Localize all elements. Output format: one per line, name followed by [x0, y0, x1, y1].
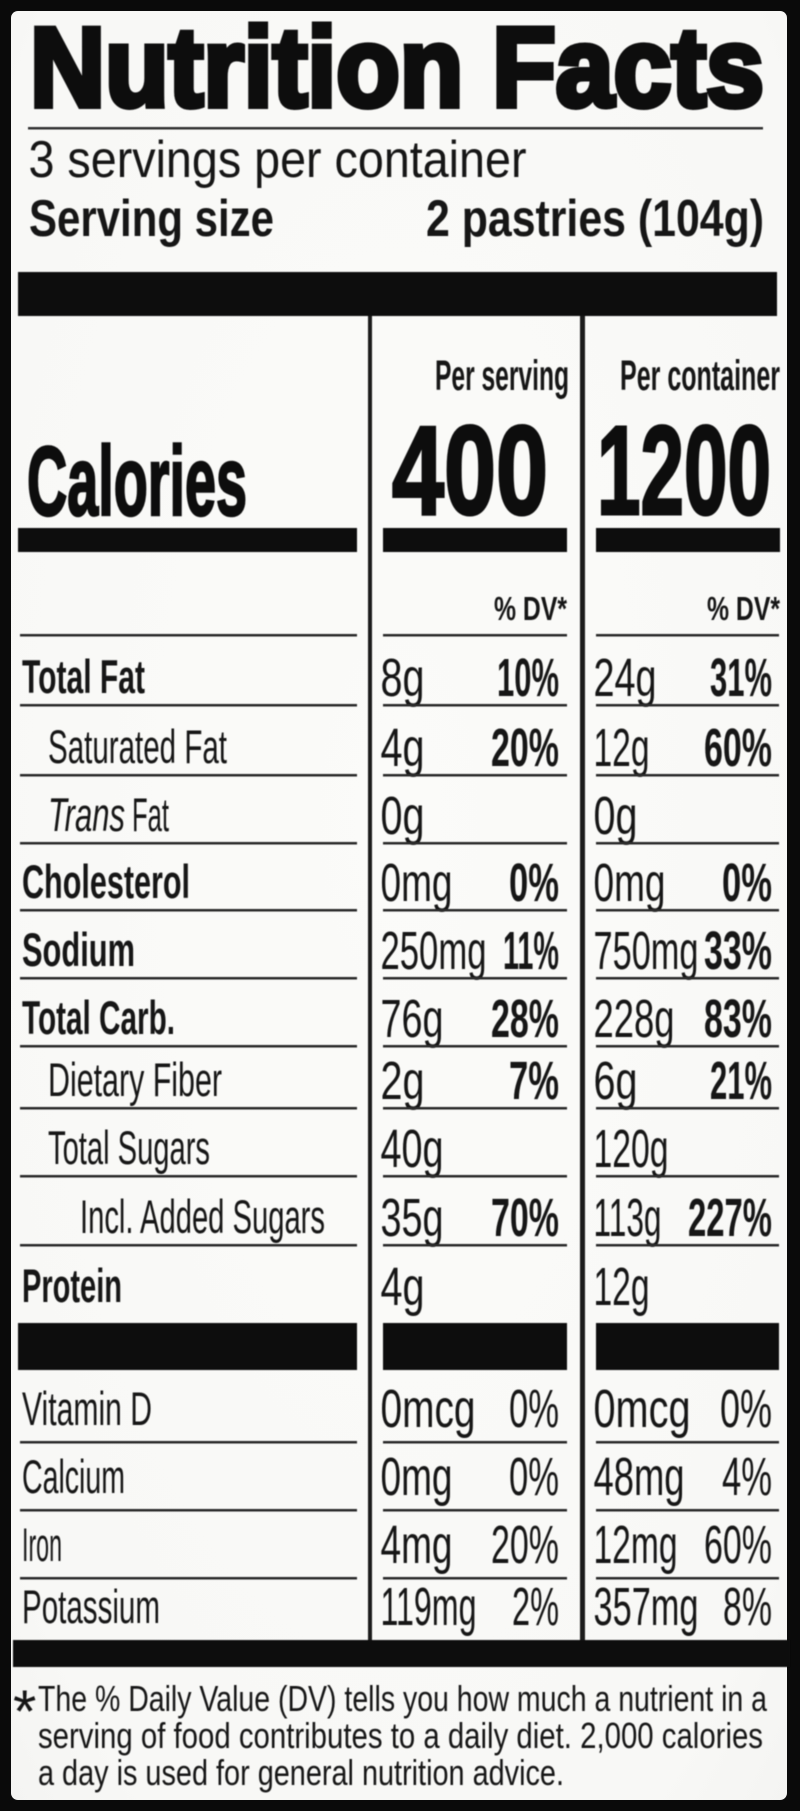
svg-text:0mg: 0mg [594, 853, 666, 913]
svg-text:0%: 0% [509, 1447, 559, 1507]
svg-text:119mg: 119mg [381, 1577, 477, 1637]
svg-text:83%: 83% [704, 989, 772, 1049]
svg-text:357mg: 357mg [594, 1577, 699, 1637]
svg-text:Calories: Calories [27, 426, 247, 536]
svg-text:76g: 76g [381, 989, 444, 1049]
svg-text:113g: 113g [594, 1188, 662, 1248]
svg-text:Potassium: Potassium [22, 1580, 160, 1633]
svg-text:4g: 4g [381, 1257, 425, 1317]
svg-text:0mg: 0mg [381, 1447, 453, 1507]
svg-text:12g: 12g [594, 1257, 650, 1317]
svg-text:Nutrition Facts: Nutrition Facts [30, 5, 764, 130]
svg-text:0%: 0% [509, 1379, 559, 1439]
svg-text:60%: 60% [704, 1515, 772, 1575]
svg-text:12mg: 12mg [594, 1515, 678, 1575]
svg-text:Saturated Fat: Saturated Fat [48, 720, 227, 773]
svg-text:4mg: 4mg [381, 1515, 453, 1575]
svg-text:Dietary Fiber: Dietary Fiber [48, 1053, 222, 1106]
svg-text:60%: 60% [704, 718, 772, 778]
svg-text:Iron: Iron [22, 1518, 62, 1571]
svg-text:24g: 24g [594, 648, 657, 708]
svg-text:70%: 70% [491, 1188, 559, 1248]
svg-text:Total Carb.: Total Carb. [22, 991, 175, 1044]
svg-text:0g: 0g [381, 786, 425, 846]
svg-text:3 servings per container: 3 servings per container [29, 131, 527, 189]
svg-text:250mg: 250mg [381, 921, 487, 981]
svg-text:40g: 40g [381, 1119, 444, 1179]
svg-text:Per container: Per container [620, 352, 780, 400]
svg-text:Trans: Trans [48, 788, 125, 841]
svg-text:serving of food contributes to: serving of food contributes to a daily d… [38, 1715, 763, 1756]
svg-text:Cholesterol: Cholesterol [22, 855, 190, 908]
svg-text:10%: 10% [497, 648, 559, 708]
svg-text:20%: 20% [491, 718, 559, 778]
svg-text:0%: 0% [509, 853, 559, 913]
svg-text:*: * [13, 1678, 36, 1745]
svg-text:2g: 2g [381, 1051, 425, 1111]
svg-text:400: 400 [392, 400, 548, 541]
svg-text:8g: 8g [381, 648, 425, 708]
svg-text:11%: 11% [503, 921, 559, 981]
svg-text:Total Fat: Total Fat [22, 650, 145, 703]
svg-text:48mg: 48mg [594, 1447, 685, 1507]
svg-text:0%: 0% [720, 1379, 772, 1439]
svg-text:0%: 0% [722, 853, 772, 913]
svg-text:Vitamin D: Vitamin D [22, 1382, 152, 1435]
svg-text:228g: 228g [594, 989, 675, 1049]
svg-text:Protein: Protein [22, 1259, 122, 1312]
svg-text:2 pastries (104g): 2 pastries (104g) [426, 190, 764, 248]
svg-text:750mg: 750mg [594, 921, 699, 981]
svg-text:1200: 1200 [597, 400, 771, 541]
svg-text:The % Daily Value (DV) tells y: The % Daily Value (DV) tells you how muc… [38, 1678, 768, 1719]
svg-text:Incl. Added Sugars: Incl. Added Sugars [80, 1190, 325, 1243]
svg-text:Fat: Fat [132, 788, 169, 841]
svg-text:0mcg: 0mcg [381, 1379, 476, 1439]
svg-text:% DV*: % DV* [707, 590, 780, 627]
svg-text:Calcium: Calcium [22, 1450, 125, 1503]
svg-text:7%: 7% [509, 1051, 559, 1111]
svg-text:12g: 12g [594, 718, 650, 778]
svg-text:4%: 4% [722, 1447, 772, 1507]
svg-text:4g: 4g [381, 718, 425, 778]
svg-text:227%: 227% [688, 1188, 772, 1248]
svg-text:0mg: 0mg [381, 853, 453, 913]
svg-text:Per serving: Per serving [435, 352, 569, 400]
svg-text:0mcg: 0mcg [594, 1379, 691, 1439]
svg-text:20%: 20% [491, 1515, 559, 1575]
svg-text:0g: 0g [594, 786, 638, 846]
svg-text:Sodium: Sodium [22, 923, 135, 976]
svg-text:33%: 33% [704, 921, 772, 981]
svg-text:2%: 2% [512, 1577, 559, 1637]
svg-text:120g: 120g [594, 1119, 669, 1179]
svg-text:35g: 35g [381, 1188, 444, 1248]
svg-text:8%: 8% [723, 1577, 772, 1637]
svg-text:Total Sugars: Total Sugars [48, 1121, 210, 1174]
svg-text:28%: 28% [491, 989, 559, 1049]
svg-text:31%: 31% [710, 648, 772, 708]
svg-text:% DV*: % DV* [494, 590, 567, 627]
svg-text:6g: 6g [594, 1051, 638, 1111]
svg-text:21%: 21% [710, 1051, 772, 1111]
svg-text:Serving size: Serving size [29, 190, 274, 248]
svg-text:a day is used for general nutr: a day is used for general nutrition advi… [38, 1752, 564, 1793]
